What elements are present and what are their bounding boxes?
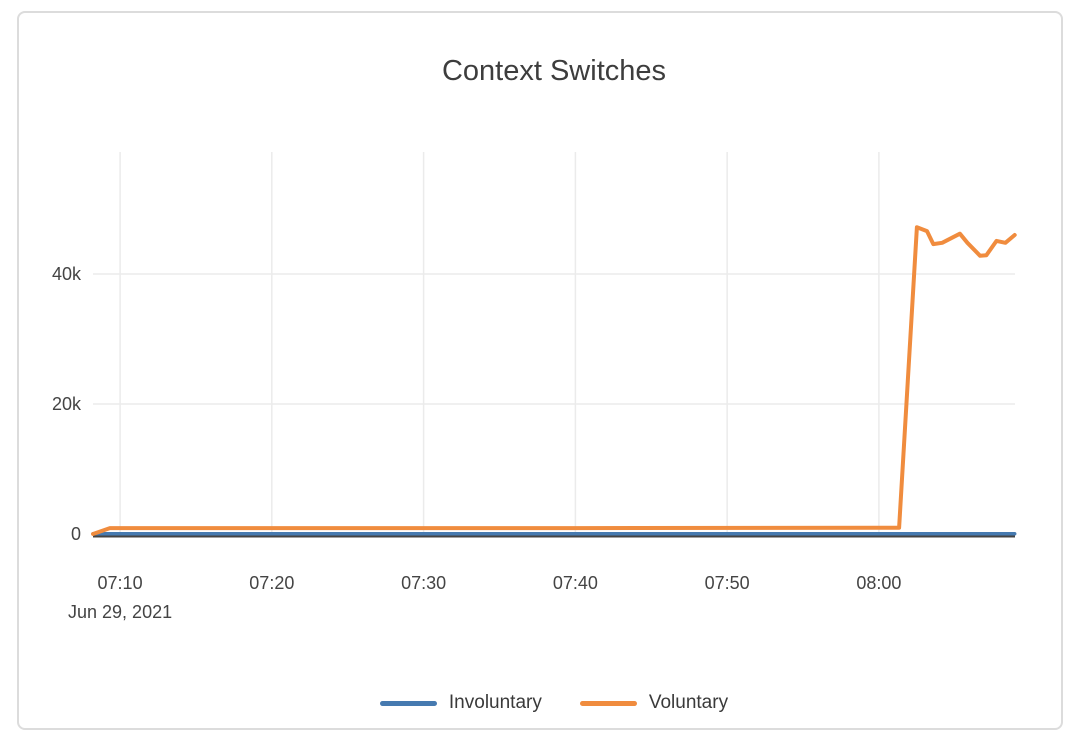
legend-label-involuntary: Involuntary: [448, 692, 542, 713]
x-axis-tick-label-0710: 07:10: [97, 573, 143, 593]
legend: Involuntary Voluntary: [93, 691, 1015, 715]
y-axis-tick-label-0: 0: [70, 524, 81, 544]
x-axis-tick-label-0750: 07:50: [704, 573, 750, 593]
x-axis-date-label: Jun 29, 2021: [68, 602, 173, 622]
y-axis-tick-label-20k: 20k: [51, 394, 81, 414]
series-line-voluntary[interactable]: [91, 225, 1017, 536]
legend-item-voluntary[interactable]: Voluntary: [579, 691, 729, 715]
x-axis-tick-label-0800: 08:00: [856, 573, 902, 593]
chart-title: Context Switches: [441, 55, 667, 87]
y-axis-tick-label-40k: 40k: [51, 264, 81, 284]
legend-label-voluntary: Voluntary: [648, 692, 729, 713]
legend-line-icon-involuntary: [379, 700, 437, 706]
legend-item-involuntary[interactable]: Involuntary: [379, 691, 542, 715]
legend-line-icon-voluntary: [579, 700, 637, 706]
x-axis-tick-label-0720: 07:20: [249, 573, 295, 593]
x-axis-tick-label-0740: 07:40: [552, 573, 598, 593]
chart-card: [17, 11, 1063, 730]
x-axis-tick-label-0730: 07:30: [401, 573, 447, 593]
